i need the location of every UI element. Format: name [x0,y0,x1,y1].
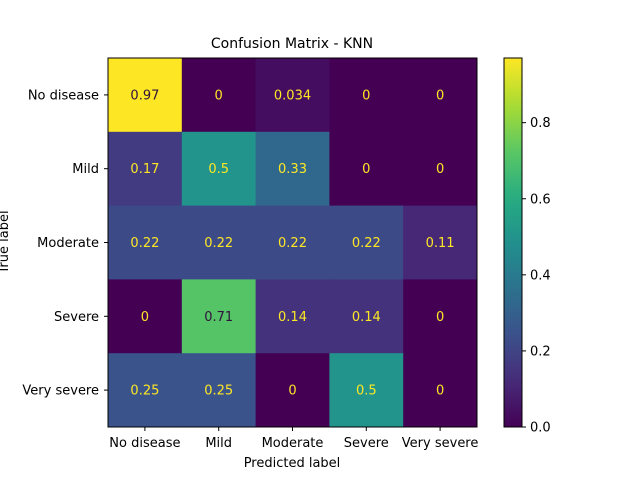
chart-title: Confusion Matrix - KNN [211,36,373,52]
heatmap-cell [108,353,183,428]
heatmap-cell [108,279,183,354]
heatmap-cell [255,58,330,133]
heatmap-cell [108,58,183,133]
heatmap-cell [181,353,257,428]
heatmap-cells: 0.97 0 0.034 0 0 0.17 0.5 0.33 0 0 0.22 0.22 0.22 0.2… [108,58,478,428]
heatmap-cell [255,279,330,354]
y-tick-label: Very severe [22,384,99,399]
cell-value-label: 0 [436,162,444,177]
colorbar [503,57,523,428]
heatmap-cell [108,205,183,280]
x-tick-label: Severe [344,436,389,451]
colorbar-ticks: 0.0 0.2 0.4 0.6 0.8 [522,116,551,436]
cell-value-label: 0.11 [426,236,455,251]
cell-value-label: 0.71 [204,310,233,325]
cell-value-label: 0.22 [352,236,381,251]
cell-value-label: 0 [362,162,370,177]
cell-value-label: 0.22 [130,236,159,251]
cell-value-label: 0 [436,88,444,103]
cell-value-label: 0.5 [208,162,229,177]
cell-value-label: 0 [436,384,444,399]
y-tick-label: Moderate [37,236,99,251]
cell-value-label: 0 [436,310,444,325]
cell-value-label: 0.5 [356,384,377,399]
y-axis-ticks: No disease Mild Moderate Severe Very severe [22,88,108,399]
cell-value-label: 0.034 [274,88,311,103]
cell-value-label: 0.14 [352,310,381,325]
heatmap-cell [403,205,478,280]
heatmap-cell [181,205,257,280]
cell-value-label: 0.33 [278,162,307,177]
colorbar-tick-label: 0.8 [530,116,551,131]
cell-value-label: 0 [288,384,296,399]
y-tick-label: No disease [28,88,99,103]
heatmap-cell [329,58,404,133]
heatmap-cell [403,353,478,428]
heatmap-cell [329,131,404,207]
heatmap-cell [255,205,330,280]
x-tick-label: No disease [109,436,180,451]
cell-value-label: 0.17 [130,162,159,177]
x-tick-label: Moderate [262,436,324,451]
heatmap-cell [329,205,404,280]
y-tick-label: Mild [72,162,99,177]
heatmap-cell [181,131,257,207]
cell-value-label: 0 [362,88,370,103]
cell-value-label: 0.22 [278,236,307,251]
y-axis-label: True label [0,210,12,274]
cell-value-label: 0 [141,310,149,325]
heatmap-cell [181,279,257,354]
colorbar-tick-label: 0.6 [530,192,551,207]
x-axis-label: Predicted label [244,456,341,471]
heatmap-cell [255,353,330,428]
heatmap-cell [329,353,404,428]
heatmap-cell [403,58,478,133]
y-tick-label: Severe [54,310,99,325]
heatmap-cell [329,279,404,354]
cell-value-label: 0 [215,88,223,103]
colorbar-tick-label: 0.2 [530,344,551,359]
heatmap-cell [181,58,257,133]
heatmap-cell [108,131,183,207]
cell-value-label: 0.25 [204,384,233,399]
heatmap-cell [403,279,478,354]
cell-value-label: 0.97 [130,88,159,103]
cell-value-label: 0.14 [278,310,307,325]
x-tick-label: Very severe [402,436,479,451]
cell-value-label: 0.22 [204,236,233,251]
x-axis-ticks: No disease Mild Moderate Severe Very severe [109,427,478,451]
heatmap-cell [255,131,330,207]
colorbar-tick-label: 0.4 [530,268,551,283]
cell-value-label: 0.25 [130,384,159,399]
x-tick-label: Mild [205,436,232,451]
heatmap-cell [403,131,478,207]
colorbar-tick-label: 0.0 [530,421,551,436]
